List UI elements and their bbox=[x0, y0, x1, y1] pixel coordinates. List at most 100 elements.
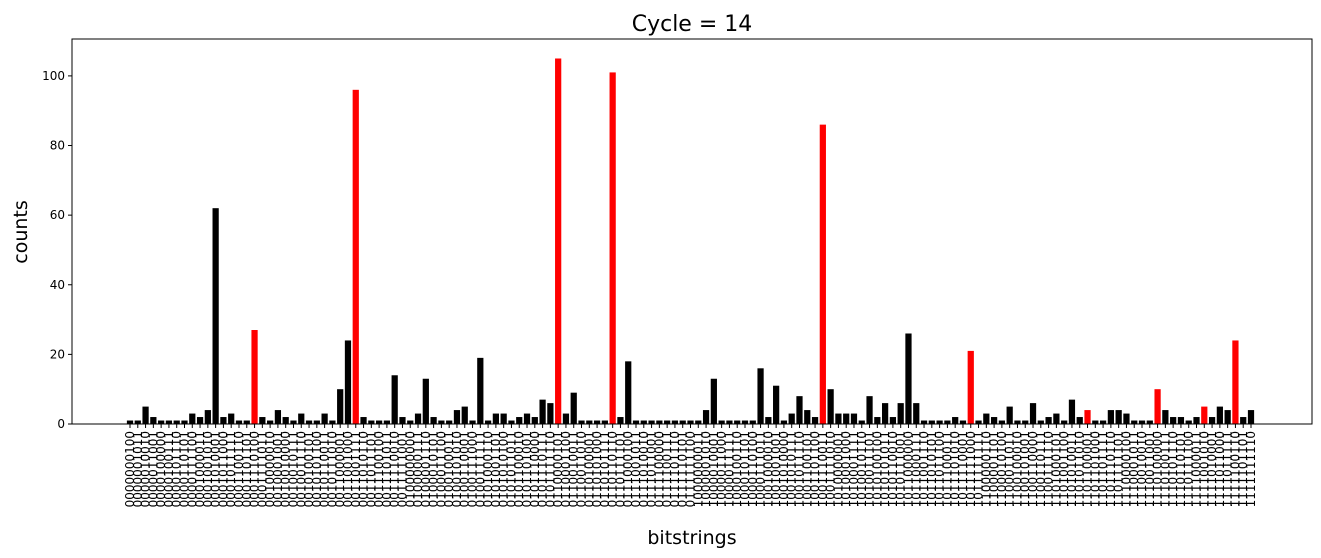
bar bbox=[196, 417, 204, 424]
x-tick-label: 0101110111 bbox=[536, 431, 550, 507]
x-tick-label: 0001011000 bbox=[216, 431, 230, 507]
bar bbox=[305, 420, 313, 424]
x-tick-label: 1100110111 bbox=[1034, 431, 1048, 507]
x-tick-label: 1001110011 bbox=[816, 431, 830, 507]
bar bbox=[858, 420, 865, 424]
bar bbox=[850, 413, 858, 424]
bar bbox=[547, 403, 554, 424]
x-tick-label: 1101011010 bbox=[1073, 431, 1087, 507]
bar bbox=[1068, 399, 1076, 424]
bar bbox=[889, 417, 897, 424]
bar bbox=[461, 406, 468, 424]
x-tick-label: 1110100111 bbox=[1158, 431, 1172, 507]
x-tick-label: 0100001110 bbox=[419, 431, 433, 507]
x-tick-label: 1000011111 bbox=[722, 431, 736, 507]
bar bbox=[158, 420, 165, 424]
bar bbox=[1006, 406, 1013, 424]
bar bbox=[251, 330, 258, 424]
bar bbox=[640, 420, 647, 424]
bar bbox=[928, 420, 935, 424]
x-tick-label: 1000010001 bbox=[707, 431, 721, 507]
bar bbox=[959, 420, 967, 424]
bar bbox=[695, 420, 702, 424]
chart-title: Cycle = 14 bbox=[632, 12, 753, 37]
bar bbox=[882, 403, 889, 424]
x-tick-label: 0101111110 bbox=[543, 431, 557, 507]
plot-frame bbox=[71, 38, 1313, 425]
y-tick-label: 40 bbox=[50, 278, 65, 292]
x-tick-label: 1000110100 bbox=[746, 431, 760, 507]
x-tick-label: 1010011101 bbox=[863, 431, 877, 507]
bar bbox=[975, 420, 982, 424]
x-tick-label: 1011001110 bbox=[917, 431, 931, 507]
x-tick-label: 1110000100 bbox=[1119, 431, 1133, 507]
bar bbox=[1201, 406, 1208, 424]
bar bbox=[843, 413, 850, 424]
x-tick-label: 0000100111 bbox=[162, 431, 176, 507]
bar bbox=[998, 420, 1006, 424]
x-tick-label: 0001000011 bbox=[193, 431, 207, 507]
x-tick-label: 0010001001 bbox=[271, 431, 285, 507]
bar bbox=[819, 124, 826, 425]
bar bbox=[1185, 420, 1192, 424]
bar bbox=[555, 58, 562, 424]
bar bbox=[1022, 420, 1029, 424]
x-tick-label: 0110010011 bbox=[567, 431, 581, 507]
bar bbox=[1084, 410, 1091, 424]
x-tick-label: 0100010101 bbox=[427, 431, 441, 507]
x-tick-label: 1100111110 bbox=[1042, 431, 1056, 507]
bar bbox=[142, 406, 149, 424]
bar bbox=[601, 420, 608, 424]
bar bbox=[399, 417, 406, 424]
bar bbox=[586, 420, 593, 424]
x-tick-label: 1011110001 bbox=[956, 431, 970, 507]
bar bbox=[765, 417, 772, 424]
bar bbox=[267, 420, 274, 424]
x-tick-label: 1011111111 bbox=[972, 431, 986, 507]
bar bbox=[430, 417, 437, 424]
x-tick-label: 0101001101 bbox=[489, 431, 503, 507]
bar bbox=[290, 420, 297, 424]
x-tick-label: 0101101001 bbox=[520, 431, 534, 507]
x-tick-label: 0011001000 bbox=[341, 431, 355, 507]
bar bbox=[773, 385, 780, 424]
y-tick-label: 0 bbox=[57, 417, 65, 431]
bar bbox=[1045, 417, 1052, 424]
x-tick-label: 1101010011 bbox=[1065, 431, 1079, 507]
bar bbox=[508, 420, 515, 424]
x-tick-label: 1010110010 bbox=[886, 431, 900, 507]
x-tick-label: 0000001011 bbox=[131, 431, 145, 507]
x-tick-label: 0111100000 bbox=[652, 431, 666, 507]
bar bbox=[1029, 403, 1037, 424]
x-tick-label: 1101100001 bbox=[1081, 431, 1095, 507]
x-tick-label: 0001111011 bbox=[255, 431, 269, 507]
x-tick-label: 0110001100 bbox=[559, 431, 573, 507]
x-tick-label: 1110001011 bbox=[1127, 431, 1141, 507]
bar bbox=[897, 403, 904, 424]
x-tick-label: 0101010100 bbox=[497, 431, 511, 507]
bar bbox=[368, 420, 375, 424]
bar bbox=[656, 420, 663, 424]
x-tick-label: 1001111010 bbox=[824, 431, 838, 507]
x-tick-label: 0100011100 bbox=[434, 431, 448, 507]
x-tick-label: 0010011110 bbox=[294, 431, 308, 507]
x-tick-label: 1101001100 bbox=[1057, 431, 1071, 507]
bar bbox=[734, 420, 741, 424]
x-tick-label: 0001110100 bbox=[248, 431, 262, 507]
x-tick-label: 0000000100 bbox=[123, 431, 137, 507]
x-tick-label: 1011101010 bbox=[948, 431, 962, 507]
x-tick-label: 0000010010 bbox=[139, 431, 153, 507]
x-tick-label: 1100001101 bbox=[987, 431, 1001, 507]
bar bbox=[1240, 417, 1247, 424]
bar bbox=[866, 396, 873, 424]
bar bbox=[1162, 410, 1169, 424]
bar bbox=[321, 413, 328, 424]
x-tick-label: 1000111011 bbox=[754, 431, 768, 507]
bar bbox=[492, 413, 499, 424]
x-tick-label: 0110100001 bbox=[582, 431, 596, 507]
bar bbox=[796, 396, 803, 424]
x-tick-label: 1001001001 bbox=[769, 431, 783, 507]
bar bbox=[593, 420, 601, 424]
x-tick-label: 0001010001 bbox=[209, 431, 223, 507]
